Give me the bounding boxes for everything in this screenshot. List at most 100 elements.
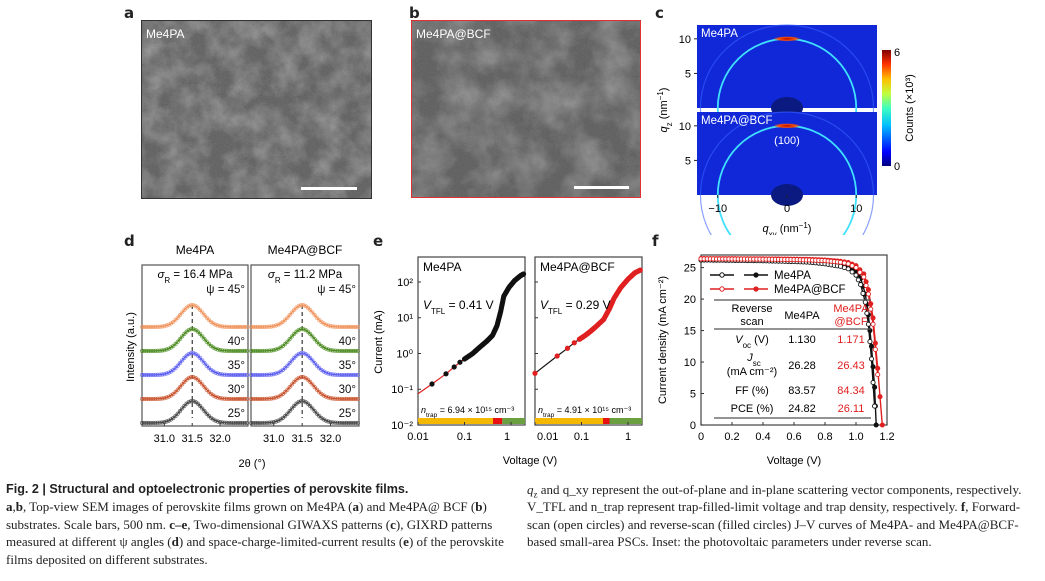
caption-text: , Top-view SEM images of perovskite film… [22, 499, 353, 515]
data-point [292, 379, 297, 384]
value-bcf: 1.171 [837, 334, 865, 346]
data-point [868, 306, 874, 312]
sem-texture-b [412, 21, 640, 197]
data-point [879, 422, 885, 428]
plot-frame [534, 256, 643, 426]
x-tick-label: 31.0 [154, 433, 175, 445]
x-tick-label: 0.6 [786, 431, 801, 443]
angle-label: 40° [228, 336, 245, 348]
caption-ref: c [390, 516, 396, 532]
data-point [312, 409, 317, 414]
data-point [202, 385, 207, 390]
fit-curve [142, 304, 247, 328]
subplot-tag: Me4PA@BCF [540, 260, 615, 274]
data-point [175, 363, 180, 368]
table-header-bcf: @BCF [834, 316, 867, 328]
value-me4pa: 24.82 [788, 403, 816, 415]
caption-ref: e [403, 534, 409, 550]
data-point [310, 358, 315, 363]
data-point [180, 334, 185, 339]
data-point [285, 411, 290, 416]
data-point [314, 387, 320, 392]
data-point [305, 329, 310, 334]
caption-ref: b [15, 499, 23, 515]
y-tick-label: 10 [679, 34, 691, 46]
data-point [200, 358, 205, 363]
data-point [204, 363, 209, 368]
y-tick-label: 5 [685, 155, 691, 167]
sem-image-me4pa: Me4PA [141, 20, 372, 199]
sclc-panel: Me4PA VTFL = 0.41 V ntrap = 6.94 × 10¹⁵ cm… [373, 256, 643, 467]
data-point [321, 321, 326, 326]
series-25deg: 25° [248, 399, 360, 426]
data-point [292, 403, 297, 408]
ntrap-label: ntrap = 6.94 × 10¹⁵ cm⁻³ [421, 405, 514, 419]
data-point [554, 353, 560, 359]
data-point [287, 337, 292, 342]
data-point [308, 379, 313, 384]
sem-texture-a [142, 21, 371, 198]
colorbar-max: 6 [894, 47, 900, 59]
gixrd-plot-me4pa: Me4PA ψ = 45° 40° 35° 30° 25° σR = 16.4 MPa 31.… [139, 243, 249, 445]
data-point [870, 379, 876, 386]
data-point [321, 393, 326, 398]
angle-label: 40° [339, 336, 356, 348]
data-point [310, 334, 315, 339]
legend-marker-filled [753, 286, 759, 292]
panel-label-f: f [652, 232, 659, 250]
region-ohmic [418, 418, 493, 424]
series-25deg: 25° [139, 399, 249, 426]
y-tick-label: 10² [397, 277, 413, 289]
data-point [202, 337, 207, 342]
series-30deg: 30° [248, 375, 360, 402]
table-row: PCE (%) 24.82 26.11 [731, 403, 865, 415]
y-tick-label: 10⁻² [391, 420, 413, 432]
data-point [289, 310, 295, 315]
data-point [180, 358, 185, 363]
data-point [283, 365, 288, 371]
data-point [287, 409, 292, 414]
data-point [289, 358, 295, 363]
caption-text: , [12, 499, 16, 515]
plot-frame [417, 256, 526, 426]
x-tick-label: 0 [698, 431, 704, 443]
caption-title: Fig. 2 | Structural and optoelectronic p… [6, 482, 409, 496]
y-tick-label: 10 [679, 121, 691, 133]
data-point [308, 403, 313, 408]
data-point [204, 339, 209, 344]
data-point [175, 411, 180, 416]
data-point [314, 339, 320, 344]
table-header-param: Reverse [732, 303, 773, 315]
data-point [211, 321, 216, 326]
data-point [177, 337, 183, 342]
outer-ring [699, 111, 875, 235]
data-point [292, 331, 297, 336]
data-point [861, 274, 867, 280]
data-point [285, 387, 290, 392]
y-tick-label: 10¹ [397, 313, 413, 325]
subplot-title: Me4PA [176, 243, 214, 257]
data-point [571, 340, 577, 346]
data-point [868, 356, 875, 362]
series-35deg: 35° [248, 351, 360, 378]
data-point [180, 382, 185, 387]
data-point [289, 406, 295, 411]
ring-peak [773, 123, 801, 129]
data-point [285, 339, 290, 344]
data-point [858, 282, 864, 288]
series-45deg: ψ = 45° [248, 284, 360, 330]
y-axis-label: Intensity (a.u.) [125, 312, 137, 382]
caption-ref: c–e [169, 516, 188, 532]
caption-ref: b [475, 499, 483, 515]
panel-label-a: a [124, 4, 135, 22]
data-point [175, 387, 180, 392]
angle-label: ψ = 45° [317, 284, 356, 296]
stress-label: σR = 16.4 MPa [157, 269, 233, 285]
data-point [287, 361, 292, 366]
data-point [202, 409, 207, 414]
value-bcf: 26.43 [837, 360, 865, 372]
data-point [173, 389, 178, 395]
data-point [283, 413, 288, 419]
legend-label: Me4PA@BCF [774, 284, 846, 296]
